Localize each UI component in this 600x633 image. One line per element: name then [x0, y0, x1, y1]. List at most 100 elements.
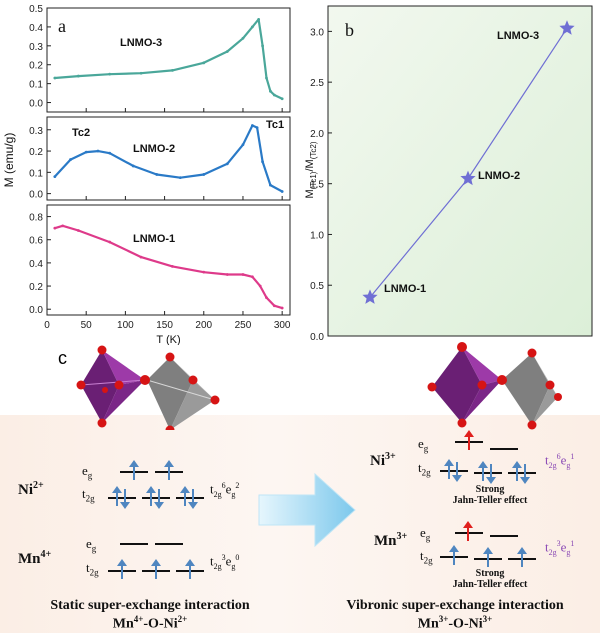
ni3-config: t2g6eg1 [545, 452, 575, 470]
data-point-lnmo-3 [269, 89, 272, 93]
mn3-t2g-spin-up-1 [449, 545, 459, 565]
point-label-lnmo-1: LNMO-1 [384, 283, 426, 295]
ni2-config: t2g6eg2 [210, 481, 240, 499]
ni3-eg-spin-up-red [464, 430, 474, 450]
data-point-lnmo-3 [265, 76, 268, 80]
ni3-t2g-spin-down-2 [486, 464, 496, 484]
data-point-lnmo-2 [261, 160, 264, 164]
point-label-lnmo-2: LNMO-2 [478, 170, 520, 182]
mn4-t2g-spin-up-1 [117, 559, 127, 579]
data-point-lnmo-3 [202, 61, 206, 65]
data-point-lnmo-1 [225, 273, 229, 276]
data-point-lnmo-3 [76, 74, 80, 78]
mn4-eg-label: eg [86, 536, 97, 554]
annotation-tc2: Tc2 [72, 127, 90, 139]
ni3-t2g-level-2 [474, 472, 502, 474]
ni2-t2g-spin-up-1 [112, 486, 122, 506]
y-tick-label: 0.5 [310, 281, 324, 292]
mn3-ion-label: Mn3+ [374, 531, 408, 549]
data-point-lnmo-2 [108, 151, 112, 155]
ni3-t2g-label: t2g [418, 460, 431, 478]
ni3-t2g-spin-up-3 [512, 461, 522, 481]
data-point-lnmo-1 [272, 304, 276, 308]
ni2-t2g-spin-down-1 [120, 489, 130, 509]
x-tick-label: 250 [235, 320, 252, 331]
x-tick-label: 0 [44, 320, 50, 331]
ni3-t2g-spin-down-3 [520, 464, 530, 484]
y-tick-label: 0.6 [29, 236, 43, 247]
y-tick-label: 2.5 [310, 78, 324, 89]
data-point-lnmo-3 [225, 50, 229, 53]
x-tick-label: 100 [117, 320, 134, 331]
data-point-lnmo-1 [265, 296, 268, 300]
data-point-lnmo-1 [250, 275, 254, 279]
panel-a-label: a [58, 16, 66, 36]
ni3-jahn-teller-note: Strong Jahn-Teller effect [452, 484, 528, 506]
y-axis-label: M(Tc1)/M(Tc2) [304, 141, 318, 198]
y-tick-label: 0.3 [29, 126, 43, 137]
series-label-lnmo-3: LNMO-3 [120, 37, 162, 49]
vibronic-caption-line2: Mn3+-O-Ni3+ [417, 614, 493, 632]
octahedra-left [76, 345, 220, 430]
point-label-lnmo-3: LNMO-3 [497, 30, 539, 42]
data-point-lnmo-2 [53, 175, 57, 178]
octahedron-mn-right [432, 347, 502, 423]
mn4-t2g-label: t2g [86, 560, 99, 578]
mn3-eg-label: eg [420, 525, 431, 543]
series-line-lnmo-3 [54, 18, 283, 100]
data-point-lnmo-2 [225, 162, 229, 166]
mn3-eg-spin-up-red [463, 521, 473, 541]
y-axis-label: M (emu/g) [2, 133, 16, 188]
x-tick-label: 150 [156, 320, 173, 331]
mn3-jahn-teller-note: Strong Jahn-Teller effect [452, 568, 528, 590]
data-point-lnmo-2 [255, 126, 259, 130]
series-label-lnmo-1: LNMO-1 [133, 233, 175, 245]
x-tick-label: 50 [81, 320, 93, 331]
series-line-lnmo-1 [54, 224, 283, 310]
x-tick-label: 300 [274, 320, 291, 331]
data-point-lnmo-2 [69, 158, 72, 161]
data-point-lnmo-2 [155, 173, 159, 176]
ni2-ion-label: Ni2+ [18, 480, 44, 498]
data-point-lnmo-1 [258, 284, 262, 288]
panel-b-chart: 0.0 0.5 1.0 1.5 2.0 2.5 3.0 LNMO-1 LNMO-2 LNMO-3 M… [304, 5, 593, 343]
mn4-ion-label: Mn4+ [18, 549, 52, 567]
ni3-t2g-spin-up-1 [444, 459, 454, 479]
data-point-lnmo-1 [139, 255, 143, 259]
ni3-eg-level-2 [490, 448, 518, 450]
mn4-t2g-spin-up-2 [151, 559, 161, 579]
data-point-lnmo-3 [108, 72, 112, 76]
y-tick-label: 0.0 [29, 305, 43, 316]
star-marker-lnmo-1 [362, 289, 378, 304]
vibronic-caption-line1: Vibronic super-exchange interaction [346, 598, 564, 613]
ni2-t2g-spin-up-3 [180, 486, 190, 506]
data-point-lnmo-2 [202, 173, 206, 176]
subplot-frame-lnmo-3 [46, 7, 291, 113]
y-tick-label: 2.0 [310, 129, 324, 140]
series-line-lnmo-2 [53, 124, 283, 193]
octahedron-ni-left [146, 357, 216, 430]
y-tick-label: 3.0 [310, 27, 324, 38]
data-point-lnmo-2 [250, 124, 254, 127]
y-tick-label: 0.1 [29, 168, 43, 179]
data-point-lnmo-2 [178, 176, 182, 180]
data-point-lnmo-3 [261, 44, 264, 48]
y-tick-label: 0.1 [29, 80, 43, 91]
mn3-eg-level-2 [490, 535, 518, 537]
x-tick-label: 200 [195, 320, 212, 331]
static-caption-line1: Static super-exchange interaction [50, 598, 250, 613]
data-point-lnmo-1 [280, 306, 284, 310]
data-point-lnmo-1 [53, 226, 57, 230]
data-point-lnmo-1 [61, 224, 65, 228]
data-point-lnmo-3 [241, 36, 245, 40]
data-point-lnmo-2 [241, 143, 245, 147]
data-point-lnmo-3 [272, 93, 276, 97]
ni2-t2g-level-3 [176, 497, 204, 499]
ni3-t2g-level-1 [440, 470, 468, 472]
y-tick-label: 0.4 [29, 23, 43, 34]
y-tick-label: 0.2 [29, 61, 43, 72]
data-point-lnmo-1 [202, 270, 206, 274]
ni2-eg-label: eg [82, 463, 93, 481]
y-tick-label: 0.0 [29, 190, 43, 201]
data-point-lnmo-2 [96, 149, 100, 153]
